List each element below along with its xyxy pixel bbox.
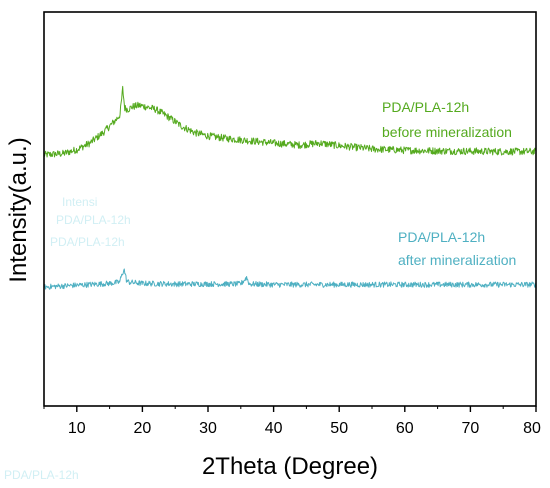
series-1-label-line-1: PDA/PLA-12h xyxy=(382,99,469,115)
x-tick-label: 30 xyxy=(199,420,217,437)
stray-fragment-2: PDA/PLA-12h xyxy=(56,213,131,227)
series-1-label-line-2: before mineralization xyxy=(382,124,512,140)
x-tick-label: 80 xyxy=(523,420,541,437)
x-tick-label: 10 xyxy=(68,420,86,437)
x-axis-ticks: 10 20 30 40 50 60 70 80 xyxy=(43,406,541,437)
x-tick-label: 50 xyxy=(330,420,348,437)
stray-fragment-4: PDA/PLA-12h xyxy=(4,468,79,482)
series-line-2 xyxy=(43,268,537,290)
plot-frame xyxy=(43,11,537,407)
x-tick-label: 60 xyxy=(396,420,414,437)
series-line-1 xyxy=(43,85,537,158)
y-axis-title: Intensity(a.u.) xyxy=(5,137,32,282)
x-tick-label: 40 xyxy=(265,420,283,437)
x-tick-label: 20 xyxy=(134,420,152,437)
x-axis-title: 2Theta (Degree) xyxy=(202,453,378,480)
x-tick-label: 70 xyxy=(462,420,480,437)
stray-fragment-1: Intensi xyxy=(62,195,98,209)
series-layer xyxy=(43,85,537,290)
series-2-label-line-1: PDA/PLA-12h xyxy=(398,229,485,245)
series-labels: PDA/PLA-12h before mineralization PDA/PLA-… xyxy=(382,99,516,268)
series-2-label-line-2: after mineralization xyxy=(398,252,516,268)
stray-fragment-3: PDA/PLA-12h xyxy=(50,235,125,249)
